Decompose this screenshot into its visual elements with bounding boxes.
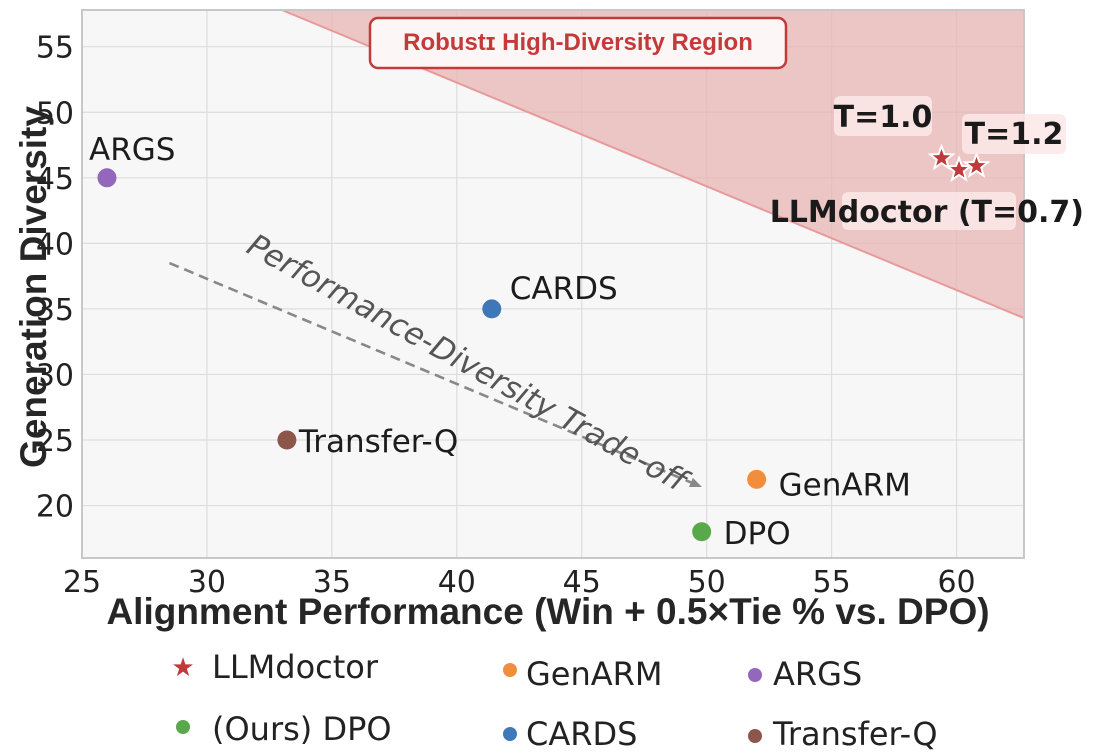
x-tick-label: 40 [438,565,476,600]
llmdoctor-star-point [944,155,974,183]
legend-genarm-marker [503,663,517,677]
robust-region-shading [281,10,1024,319]
legend-label-dpo: (Ours) DPO [212,710,392,748]
llmdoctor-star-point [962,151,991,179]
annotation-t1-2-text: T=1.2 [965,117,1064,152]
point-label: ARGS [89,132,175,168]
y-tick-label: 25 [36,424,74,459]
y-axis-title: Generation Diversity [13,106,54,468]
plot-frame [81,9,1025,559]
legend-label-genarm: GenARM [526,655,663,693]
x-tick-label: 50 [688,565,726,600]
dpo-point [692,522,712,542]
legend-label-llmdoctor: LLMdoctor [212,648,379,686]
annotation-t1-2: T=1.2 [962,114,1066,154]
legend-cards-marker [503,727,517,741]
x-axis-title: Alignment Performance (Win + 0.5×Tie % v… [106,591,989,632]
y-tick-label: 20 [36,490,74,525]
region-label: Robustɪ High-Diversity Region [403,29,753,56]
data-points: GenARM ARGS DPO CARDS Transfer-Q [89,132,991,552]
y-tick-label: 50 [36,96,74,131]
annotation-t1-0-text: T=1.0 [834,100,933,135]
x-tick-labels: 25 30 35 40 45 50 55 60 [63,565,976,600]
annotation-llmdoctor: LLMdoctor (T=0.7) [770,192,1084,230]
y-tick-label: 35 [36,293,74,328]
x-tick-label: 35 [313,565,351,600]
x-tick-label: 25 [63,565,101,600]
region-label-box: Robustɪ High-Diversity Region [368,16,788,70]
point-label: GenARM [779,467,911,503]
legend-star-icon: ★ [171,652,194,682]
x-tick-label: 55 [813,565,851,600]
legend-label-transfer-q: Transfer-Q [772,715,938,753]
x-tick-label: 60 [937,565,975,600]
x-tick-label: 30 [188,565,226,600]
y-tick-label: 45 [36,162,74,197]
legend-label-args: ARGS [773,655,862,693]
y-tick-label: 40 [36,227,74,262]
legend-transferq-marker [748,729,762,743]
legend-dpo-marker [176,720,190,734]
legend: ★ LLMdoctor GenARM ARGS (Ours) DPO CARDS… [171,648,937,753]
transfer-q-point [277,430,297,450]
genarm-point [747,469,767,489]
x-tick-label: 45 [563,565,601,600]
point-label: DPO [724,516,791,552]
llmdoctor-star-point [927,143,956,171]
y-tick-label: 30 [36,358,74,393]
point-label: Transfer-Q [298,424,458,460]
annotation-llmdoctor-text: LLMdoctor (T=0.7) [770,195,1084,230]
args-point [97,168,117,188]
annotation-t1-0: T=1.0 [834,96,933,136]
y-tick-label: 55 [36,31,74,66]
legend-args-marker [748,668,762,682]
point-label: CARDS [510,271,618,307]
cards-point [482,299,502,319]
y-tick-labels: 20 25 30 35 40 45 50 55 [36,31,74,525]
legend-label-cards: CARDS [526,715,637,753]
